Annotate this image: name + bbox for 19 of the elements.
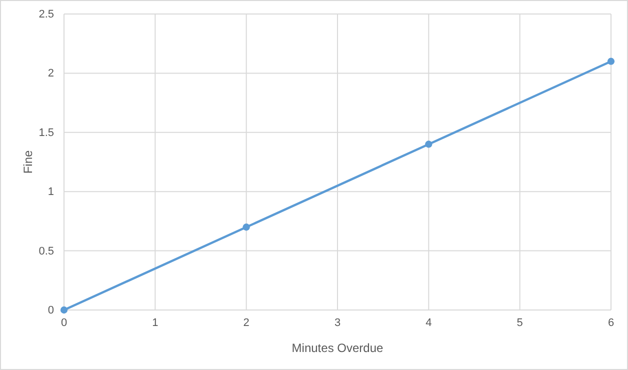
y-tick-label: 1 bbox=[48, 186, 54, 198]
y-tick-label: 0.5 bbox=[38, 245, 54, 258]
y-tick-label: 2 bbox=[48, 68, 54, 80]
x-tick-label: 3 bbox=[334, 316, 341, 329]
y-axis-title: Fine bbox=[21, 150, 35, 174]
x-axis-title: Minutes Overdue bbox=[292, 341, 384, 355]
point bbox=[607, 58, 615, 65]
y-tick-label: 1.5 bbox=[38, 126, 54, 139]
y-tick-label: 0 bbox=[48, 304, 54, 317]
x-tick-label: 1 bbox=[152, 316, 158, 329]
x-tick-label: 6 bbox=[608, 316, 614, 329]
x-tick-label: 4 bbox=[426, 316, 432, 329]
point bbox=[425, 140, 432, 148]
point bbox=[60, 306, 68, 314]
y-tick-label: 2.5 bbox=[38, 8, 54, 21]
x-tick-label: 5 bbox=[516, 316, 523, 329]
x-tick-label: 0 bbox=[60, 316, 68, 329]
point bbox=[242, 224, 250, 231]
x-tick-label: 2 bbox=[243, 316, 250, 329]
